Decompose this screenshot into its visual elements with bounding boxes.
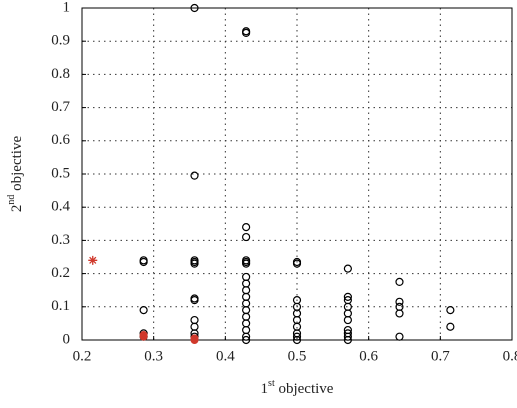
point [292, 322, 302, 331]
point [242, 279, 251, 288]
point [242, 325, 251, 335]
point [190, 336, 199, 344]
point [242, 232, 251, 242]
point [395, 309, 404, 318]
y-axis-label: 2nd objective [6, 136, 25, 213]
point [292, 332, 302, 341]
point [190, 171, 199, 180]
point [242, 335, 251, 345]
point [343, 335, 352, 345]
x-tick-label: 0.4 [216, 348, 235, 364]
x-axis-label: 1st objective [261, 378, 334, 397]
point [242, 319, 251, 328]
y-tick-label: 0.2 [51, 265, 70, 281]
point [343, 292, 352, 301]
x-tick-label: 0.8 [503, 348, 517, 364]
point [395, 297, 404, 306]
point [292, 259, 302, 268]
y-tick-label: 0.6 [51, 132, 70, 148]
y-tick-label: 0.1 [51, 298, 70, 314]
point [242, 299, 251, 308]
point [190, 3, 199, 13]
y-tick-label: 0 [63, 331, 71, 347]
point [242, 332, 251, 341]
point [395, 277, 404, 286]
point [190, 296, 199, 305]
point [242, 28, 251, 38]
point [343, 332, 352, 341]
y-tick-label: 0.7 [51, 99, 70, 115]
point [190, 315, 199, 325]
y-tick-label: 0.9 [51, 33, 70, 49]
x-tick-label: 0.7 [431, 348, 450, 364]
point [242, 272, 251, 282]
point [292, 335, 302, 345]
y-tick-label: 0.5 [51, 165, 70, 181]
y-tick-label: 0.3 [51, 232, 70, 248]
point [242, 292, 251, 301]
point [242, 259, 251, 268]
point [242, 223, 251, 232]
point [190, 322, 199, 331]
y-tick-label: 1 [63, 0, 71, 15]
point [446, 322, 455, 331]
x-tick-label: 0.6 [359, 348, 378, 364]
point [139, 257, 148, 267]
point [242, 312, 251, 321]
point [446, 306, 455, 315]
y-tick-label: 0.4 [51, 199, 70, 215]
point [343, 315, 352, 325]
x-tick-label: 0.5 [288, 348, 307, 364]
point [190, 259, 199, 268]
point [139, 306, 148, 315]
point [343, 302, 352, 311]
point [88, 255, 98, 265]
point [343, 264, 352, 273]
point [139, 332, 148, 341]
x-tick-label: 0.2 [73, 348, 92, 364]
y-tick-label: 0.8 [51, 66, 70, 82]
point [242, 286, 251, 295]
point [395, 332, 404, 341]
point [343, 309, 352, 318]
point [242, 306, 251, 315]
x-tick-label: 0.3 [144, 348, 163, 364]
